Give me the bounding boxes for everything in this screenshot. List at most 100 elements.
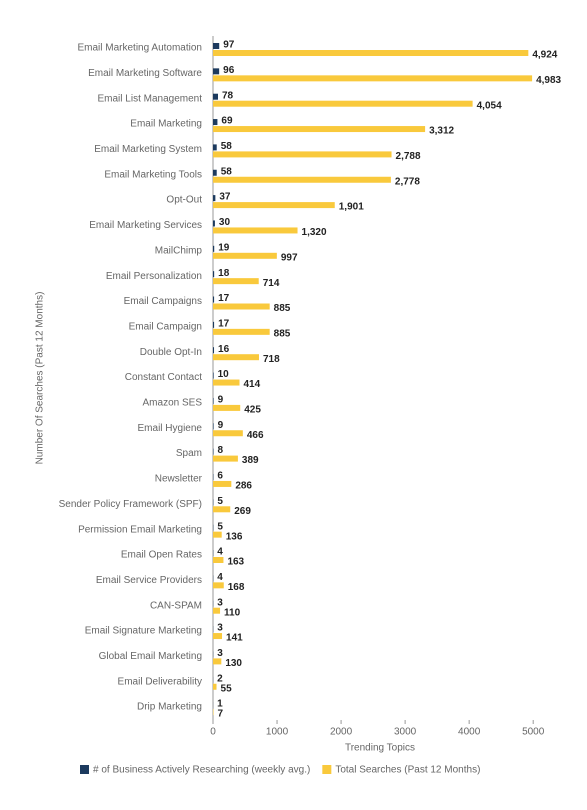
value-label: 8 — [218, 445, 224, 456]
value-label: 3 — [217, 597, 223, 608]
value-label: 4 — [217, 547, 223, 558]
value-label: 286 — [235, 481, 252, 492]
y-tick-label: Email Marketing System — [94, 144, 202, 155]
value-label: 136 — [226, 531, 243, 542]
bar — [213, 50, 529, 56]
y-tick-label: Email Signature Marketing — [85, 626, 202, 637]
value-label: 5 — [217, 521, 223, 532]
y-tick-label: Global Email Marketing — [99, 651, 202, 662]
bar — [213, 347, 215, 354]
bar — [213, 278, 259, 285]
value-label: 269 — [234, 506, 251, 517]
bar — [213, 245, 215, 252]
y-tick-label: Sender Policy Framework (SPF) — [59, 499, 202, 510]
y-tick-label: Email Marketing Automation — [77, 43, 202, 54]
value-label: 10 — [218, 369, 230, 380]
value-label: 4,054 — [477, 100, 502, 111]
value-label: 1,320 — [302, 227, 327, 238]
y-tick-label: Permission Email Marketing — [78, 524, 202, 535]
value-label: 19 — [218, 242, 230, 253]
bar — [213, 144, 217, 151]
y-tick-label: Constant Contact — [125, 372, 202, 383]
bar — [213, 354, 259, 361]
value-label: 58 — [221, 166, 233, 177]
bar — [213, 100, 473, 107]
value-label: 1,901 — [339, 202, 364, 213]
x-tick-label: 4000 — [458, 727, 481, 738]
y-tick-label: Email Marketing — [130, 119, 202, 130]
x-tick-label: 0 — [210, 727, 216, 738]
bar — [213, 220, 215, 227]
bar — [213, 448, 214, 455]
bar — [213, 683, 217, 690]
bar — [213, 202, 335, 209]
bar — [213, 68, 220, 75]
value-label: 3 — [217, 648, 223, 659]
bar — [213, 93, 218, 100]
y-tick-label: MailChimp — [155, 245, 203, 256]
value-label: 997 — [281, 252, 298, 263]
bar — [213, 480, 232, 487]
value-label: 130 — [225, 658, 242, 669]
y-tick-label: Spam — [176, 448, 202, 459]
x-tick-label: 5000 — [522, 727, 545, 738]
y-tick-label: Email Marketing Services — [89, 220, 202, 231]
y-tick-label: Email Deliverability — [118, 676, 202, 687]
bar — [213, 271, 215, 278]
value-label: 885 — [274, 303, 291, 314]
bar — [213, 633, 223, 640]
bar — [213, 119, 218, 126]
value-label: 425 — [244, 405, 261, 416]
value-label: 1 — [217, 699, 223, 710]
y-tick-label: Opt-Out — [166, 195, 202, 206]
y-axis-title: Number Of Searches (Past 12 Months) — [35, 292, 46, 465]
value-label: 4,983 — [536, 75, 561, 86]
value-label: 466 — [247, 430, 264, 441]
value-label: 5 — [217, 496, 223, 507]
y-tick-label: Email Open Rates — [121, 550, 202, 561]
bar — [213, 372, 214, 379]
bar — [213, 557, 224, 563]
value-label: 9 — [218, 395, 224, 406]
x-tick-label: 2000 — [330, 727, 353, 738]
bar — [213, 531, 222, 538]
value-label: 96 — [223, 65, 235, 76]
bar — [213, 303, 270, 310]
bar — [213, 506, 231, 513]
value-label: 16 — [218, 344, 230, 355]
value-label: 168 — [228, 582, 245, 593]
y-tick-label: Double Opt-In — [140, 347, 202, 358]
value-label: 2,778 — [395, 176, 420, 187]
value-label: 4 — [217, 572, 223, 583]
y-tick-label: Newsletter — [155, 474, 203, 485]
x-tick-label: 3000 — [394, 727, 417, 738]
value-label: 17 — [218, 318, 230, 329]
legend-label: Total Searches (Past 12 Months) — [335, 765, 480, 776]
bar — [213, 430, 243, 437]
bar — [213, 423, 214, 430]
bar — [213, 43, 220, 49]
y-tick-label: Email Marketing Software — [88, 68, 202, 79]
value-label: 389 — [242, 455, 259, 466]
value-label: 55 — [221, 683, 233, 694]
y-tick-label: Email Marketing Tools — [104, 169, 202, 180]
value-label: 18 — [218, 268, 230, 279]
legend-swatch — [322, 765, 332, 774]
bar — [213, 397, 214, 404]
value-label: 6 — [217, 471, 223, 482]
bar — [213, 75, 533, 82]
value-label: 2,788 — [396, 151, 421, 162]
value-label: 78 — [222, 90, 234, 101]
value-label: 58 — [221, 141, 233, 152]
value-label: 4,924 — [532, 50, 557, 61]
y-tick-label: Drip Marketing — [137, 702, 202, 713]
bar — [213, 252, 277, 259]
value-label: 17 — [218, 293, 230, 304]
value-label: 30 — [219, 217, 231, 228]
y-tick-label: CAN-SPAM — [150, 600, 202, 611]
value-label: 141 — [226, 633, 243, 644]
value-label: 718 — [263, 354, 280, 365]
bar — [213, 227, 298, 234]
y-tick-label: Email Service Providers — [96, 575, 202, 586]
